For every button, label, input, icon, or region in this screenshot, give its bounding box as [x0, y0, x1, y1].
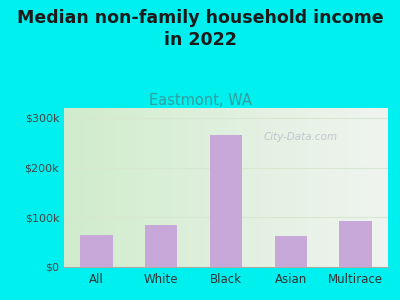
Bar — [275, 236, 307, 267]
Bar — [145, 225, 178, 267]
Text: Median non-family household income
in 2022: Median non-family household income in 20… — [17, 9, 383, 49]
Bar — [210, 135, 242, 267]
Bar — [80, 235, 113, 267]
Text: Eastmont, WA: Eastmont, WA — [148, 93, 252, 108]
Text: City-Data.com: City-Data.com — [264, 132, 338, 142]
Bar — [339, 221, 372, 267]
